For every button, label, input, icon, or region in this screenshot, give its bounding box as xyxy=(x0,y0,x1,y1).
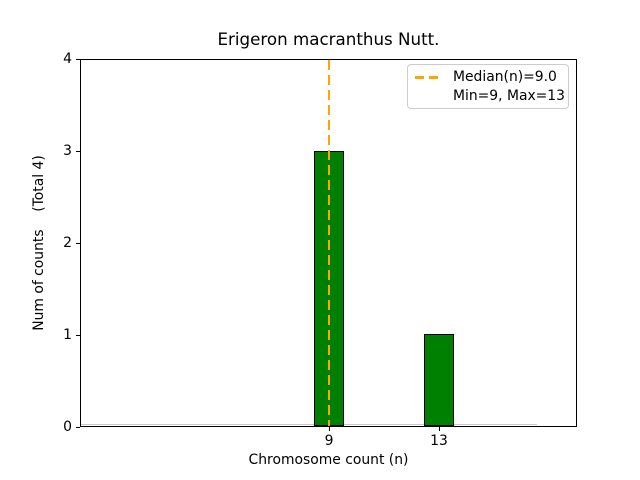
y-tick-mark-3 xyxy=(76,151,80,152)
y-tick-label-4: 4 xyxy=(63,51,72,67)
bar-13 xyxy=(424,334,454,426)
y-tick-mark-4 xyxy=(76,59,80,60)
chart-title: Erigeron macranthus Nutt. xyxy=(217,29,440,49)
y-tick-mark-2 xyxy=(76,243,80,244)
legend-label-minmax: Min=9, Max=13 xyxy=(453,87,565,104)
median-line xyxy=(328,60,330,426)
median-dashed-line-marker xyxy=(415,75,442,79)
x-tick-mark-9 xyxy=(329,427,330,431)
x-tick-label-9: 9 xyxy=(324,433,334,449)
legend-entry-minmax: Min=9, Max=13 xyxy=(415,87,565,106)
y-tick-label-1: 1 xyxy=(63,327,72,343)
y-tick-label-0: 0 xyxy=(63,419,72,435)
legend: Median(n)=9.0 Min=9, Max=13 xyxy=(407,64,569,109)
x-tick-label-13: 13 xyxy=(430,433,448,449)
legend-label-median: Median(n)=9.0 xyxy=(453,69,557,86)
y-tick-label-3: 3 xyxy=(63,143,72,159)
legend-entry-median: Median(n)=9.0 xyxy=(415,68,561,87)
y-tick-mark-1 xyxy=(76,335,80,336)
zero-count-baseline xyxy=(81,424,537,425)
x-tick-mark-13 xyxy=(439,427,440,431)
plot-area xyxy=(80,59,577,427)
y-tick-label-2: 2 xyxy=(63,235,72,251)
x-axis-label: Chromosome count (n) xyxy=(248,452,409,468)
y-tick-mark-0 xyxy=(76,427,80,428)
legend-marker-empty xyxy=(415,94,442,97)
